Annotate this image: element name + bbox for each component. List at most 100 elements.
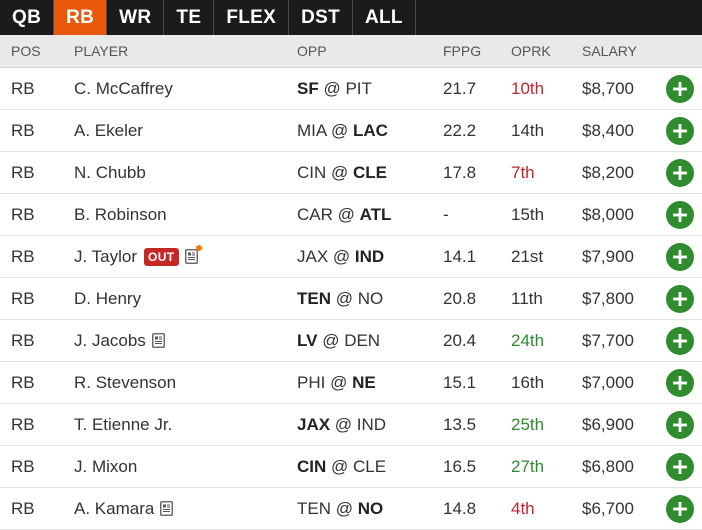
news-icon[interactable] [184,245,202,264]
home-team: NO [357,288,384,308]
away-team: MIA [297,120,327,140]
at-separator: @ [328,246,355,266]
matchup: CIN @ CLE [297,163,443,183]
opponent-rank: 11th [511,288,543,308]
column-header-player[interactable]: PLAYER [74,43,129,59]
add-player-button[interactable] [666,74,694,103]
home-team: PIT [345,78,372,98]
news-icon[interactable] [160,501,174,516]
add-player-button[interactable] [666,452,694,481]
salary-value: $6,800 [582,456,634,476]
column-header-salary[interactable]: SALARY [582,43,637,59]
column-header-opp[interactable]: OPP [297,43,327,59]
table-row: RB J. Mixon CIN @ CLE 16.5 27th $6,800 [0,446,702,488]
home-team: IND [354,246,385,266]
player-name[interactable]: T. Etienne Jr. [74,414,173,434]
player-name[interactable]: J. Jacobs [74,330,146,350]
tab-all[interactable]: ALL [353,0,416,35]
add-player-button[interactable] [666,200,694,229]
tab-wr[interactable]: WR [107,0,165,35]
player-cell: A. Kamara [74,499,297,519]
player-table-body: RB C. McCaffrey SF @ PIT 21.7 10th $8,700 RB A.… [0,68,702,530]
player-cell: T. Etienne Jr. [74,415,297,435]
table-row: RB A. Ekeler MIA @ LAC 22.2 14th $8,400 [0,110,702,152]
position-tabs: QB RB WR TE FLEX DST ALL [0,0,702,35]
column-header-oprk[interactable]: OPRK [511,43,551,59]
tabs-spacer [416,0,702,35]
plus-icon [672,249,688,265]
at-separator: @ [332,204,360,224]
table-row: RB B. Robinson CAR @ ATL -15th $8,000 [0,194,702,236]
add-cell [664,116,702,145]
plus-icon [672,81,688,97]
add-cell [664,74,702,103]
player-cell: J. Mixon [74,457,297,477]
tab-qb[interactable]: QB [0,0,55,35]
tab-te[interactable]: TE [164,0,215,35]
player-position: RB [11,456,35,476]
away-team: LV [297,330,318,350]
player-name[interactable]: A. Ekeler [74,120,143,140]
at-separator: @ [317,330,345,350]
fppg-value: 22.2 [443,120,477,140]
home-team: NO [357,498,384,518]
plus-icon [672,291,688,307]
add-player-button[interactable] [666,116,694,145]
column-header-fppg[interactable]: FPPG [443,43,482,59]
tab-flex[interactable]: FLEX [214,0,290,35]
salary-value: $8,400 [582,120,634,140]
opponent-rank: 15th [511,204,545,224]
tab-dst[interactable]: DST [289,0,353,35]
player-name[interactable]: N. Chubb [74,162,146,182]
away-team: TEN [297,498,331,518]
tab-rb[interactable]: RB [54,0,108,35]
add-player-button[interactable] [666,158,694,187]
player-position: RB [11,120,35,140]
add-cell [664,200,702,229]
add-cell [664,158,702,187]
add-cell [664,242,702,271]
news-icon[interactable] [151,333,165,348]
player-name[interactable]: D. Henry [74,288,142,308]
news-alert-dot-icon [195,245,202,251]
add-player-button[interactable] [666,242,694,271]
at-separator: @ [330,414,357,434]
away-team: CIN [297,162,327,182]
player-position: RB [11,288,35,308]
away-team: PHI [297,372,326,392]
player-name[interactable]: J. Mixon [74,456,138,476]
player-position: RB [11,204,35,224]
player-name[interactable]: A. Kamara [74,498,155,518]
table-row: RB T. Etienne Jr. JAX @ IND 13.5 25th $6,900 [0,404,702,446]
add-player-button[interactable] [666,326,694,355]
home-team: IND [356,414,387,434]
player-cell: R. Stevenson [74,373,297,393]
matchup: TEN @ NO [297,499,443,519]
add-player-button[interactable] [666,284,694,313]
player-position: RB [11,372,35,392]
plus-icon [672,375,688,391]
player-cell: J. Jacobs [74,331,297,351]
table-row: RB C. McCaffrey SF @ PIT 21.7 10th $8,700 [0,68,702,110]
plus-icon [672,459,688,475]
add-cell [664,368,702,397]
fppg-value: - [443,204,449,224]
add-cell [664,452,702,481]
table-row: RB N. Chubb CIN @ CLE 17.8 7th $8,200 [0,152,702,194]
matchup: JAX @ IND [297,247,443,267]
player-name[interactable]: C. McCaffrey [74,78,173,98]
add-player-button[interactable] [666,494,694,523]
opponent-rank: 7th [511,162,535,182]
player-name[interactable]: R. Stevenson [74,372,177,392]
opponent-rank: 4th [511,498,535,518]
column-header-pos[interactable]: POS [11,43,41,59]
add-player-button[interactable] [666,410,694,439]
matchup: TEN @ NO [297,289,443,309]
plus-icon [672,417,688,433]
salary-value: $6,900 [582,414,634,434]
player-cell: B. Robinson [74,205,297,225]
add-player-button[interactable] [666,368,694,397]
player-name[interactable]: J. Taylor [74,246,137,266]
player-position: RB [11,414,35,434]
player-name[interactable]: B. Robinson [74,204,167,224]
